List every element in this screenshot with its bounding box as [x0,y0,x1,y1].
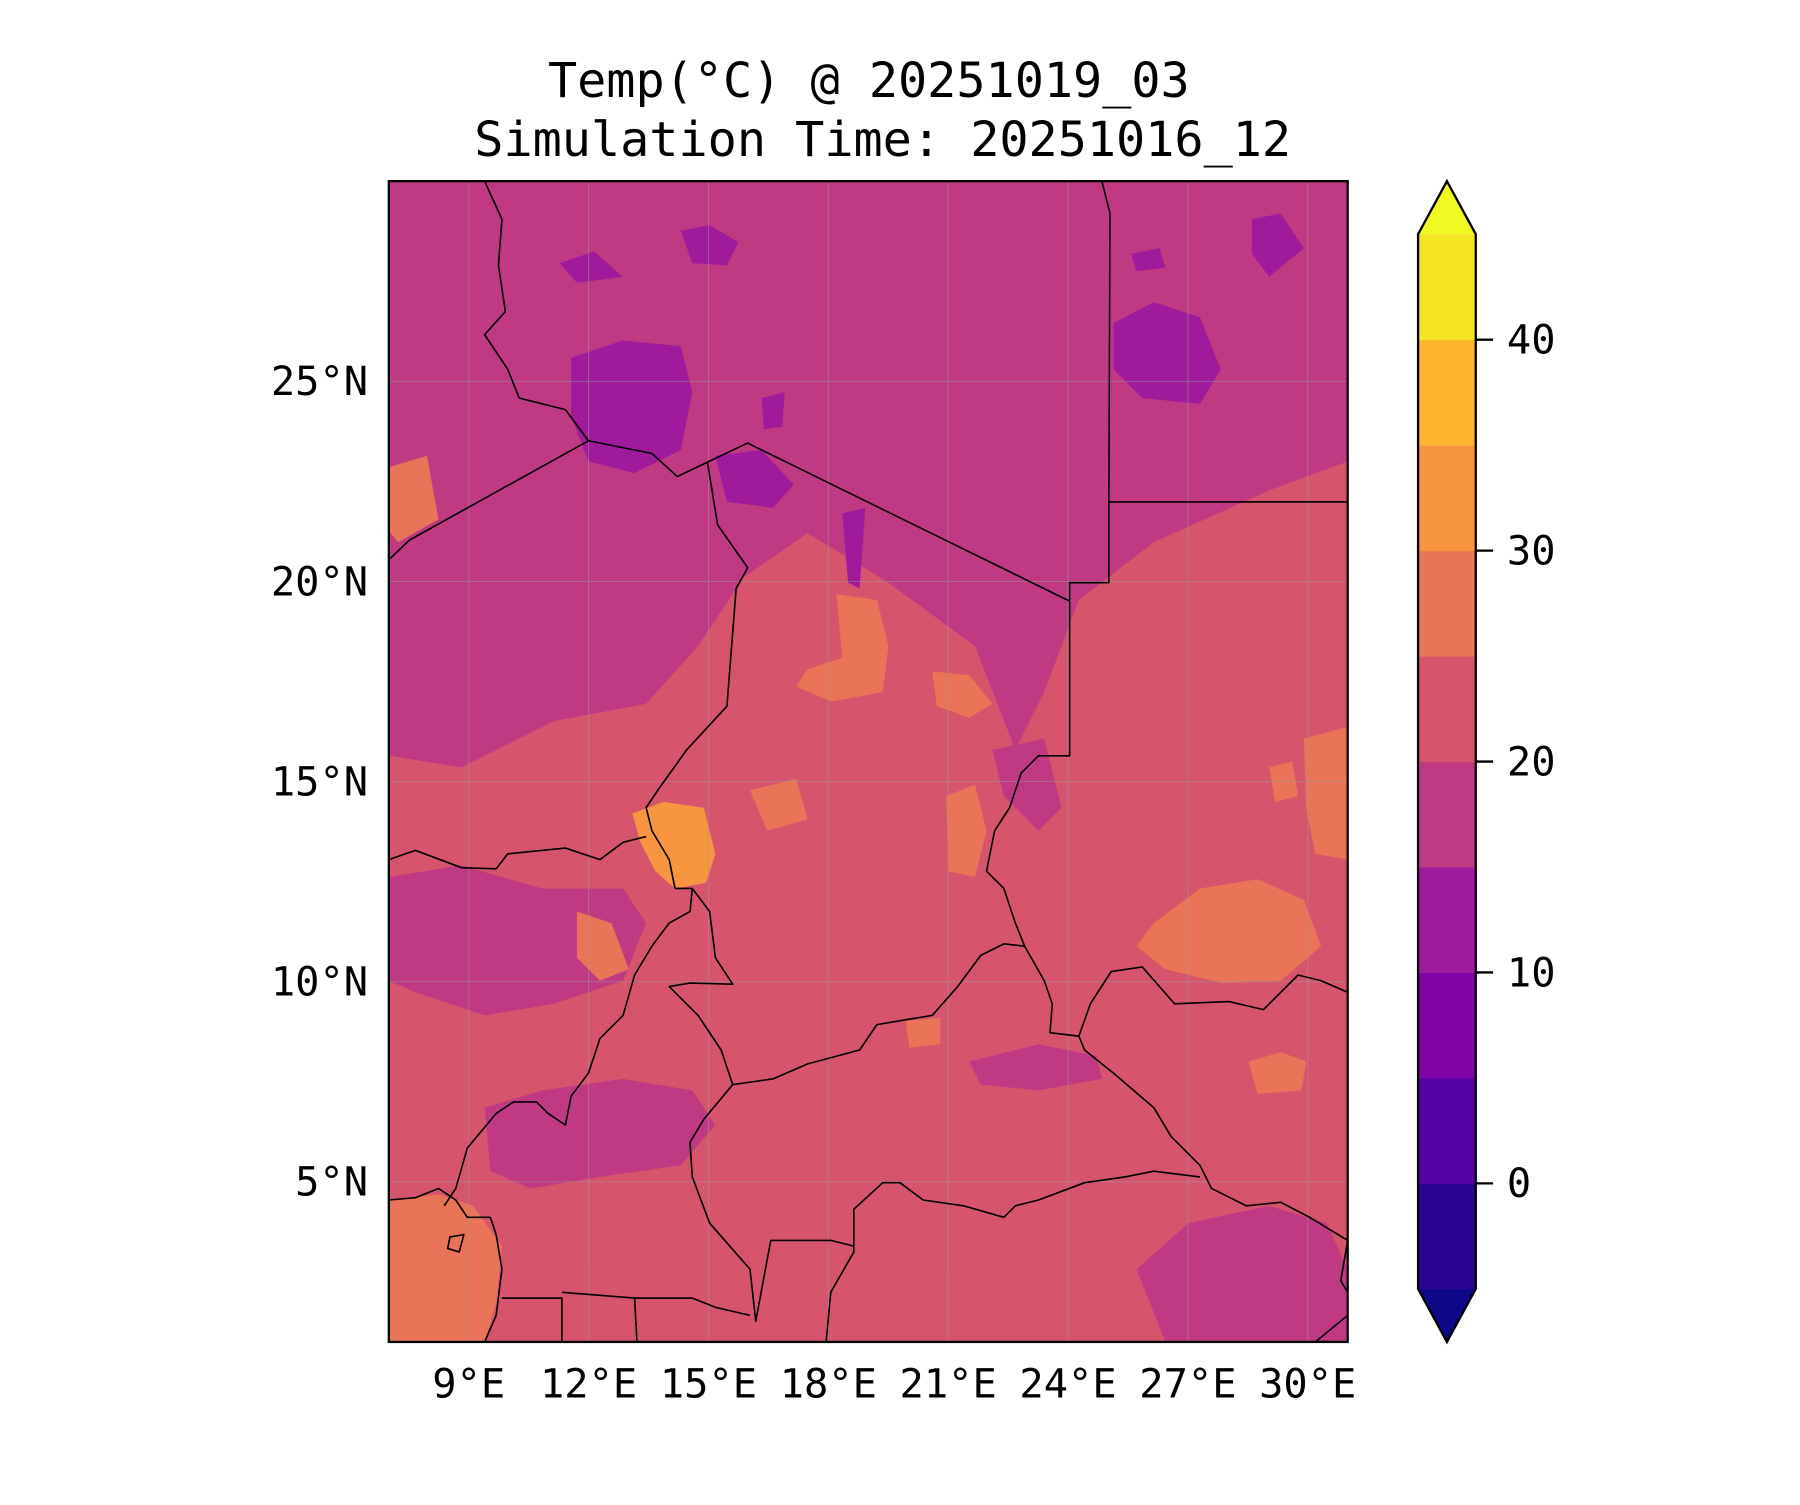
colorbar-segment [1418,234,1476,341]
y-tick-label: 15°N [271,758,368,805]
x-axis: 9°E 12°E 15°E 18°E 21°E 24°E 27°E 30°E [432,1360,1356,1407]
colorbar-tick-label: 30 [1507,527,1556,574]
colorbar-extend-max [1418,181,1476,235]
colorbar-segment [1418,550,1476,657]
colorbar-extend-min [1418,1288,1476,1342]
country-borders [388,181,1348,1342]
chart-subtitle: Simulation Time: 20251016_12 [474,112,1291,168]
x-tick-label: 24°E [1019,1360,1116,1407]
colorbar-tick-label: 40 [1507,317,1556,364]
colorbar-tick-label: 20 [1507,738,1556,785]
y-axis: 5°N 10°N 15°N 20°N 25°N [271,358,368,1206]
x-tick-label: 27°E [1139,1360,1236,1407]
band-15-20-regions [388,181,1348,1342]
map-field [388,181,1348,1342]
y-tick-label: 25°N [271,358,368,405]
chart-title: Temp(°C) @ 20251019_03 [548,53,1190,109]
colorbar-segment [1418,972,1476,1079]
band-25-30-regions [388,455,1348,1342]
x-tick-label: 21°E [900,1360,997,1407]
colorbar-segment [1418,656,1476,763]
x-tick-label: 12°E [540,1360,637,1407]
band-30-35-regions [632,801,716,889]
colorbar-segment [1418,867,1476,974]
colorbar: 0 10 20 30 40 [1416,178,1556,1345]
y-tick-label: 5°N [295,1159,368,1206]
y-tick-label: 20°N [271,558,368,605]
gridlines [388,181,1348,1342]
colorbar-outline [1416,178,1477,1345]
x-tick-label: 15°E [660,1360,757,1407]
colorbar-tick-label: 0 [1507,1160,1531,1207]
x-tick-label: 18°E [780,1360,877,1407]
x-tick-label: 30°E [1259,1360,1356,1407]
colorbar-segment [1418,1183,1476,1290]
x-tick-label: 9°E [432,1360,505,1407]
map-frame [387,179,1349,1344]
colorbar-segment [1418,1077,1476,1184]
band-10-15-regions [559,213,1304,589]
colorbar-tick-label: 10 [1507,949,1556,996]
y-tick-label: 10°N [271,959,368,1006]
colorbar-segment [1418,445,1476,552]
colorbar-segment [1418,339,1476,446]
colorbar-segment [1418,761,1476,868]
